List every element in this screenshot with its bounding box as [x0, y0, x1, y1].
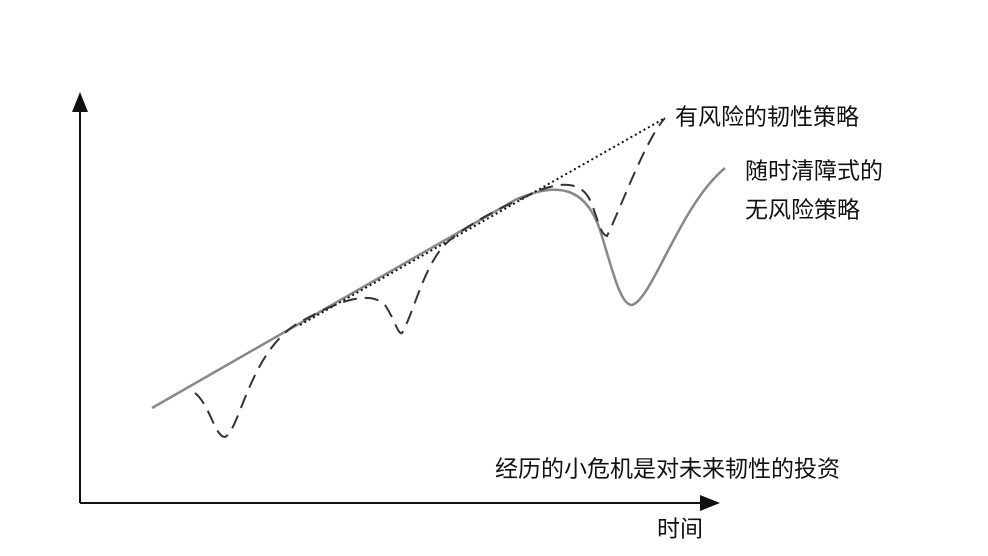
trend-line	[299, 117, 666, 326]
caption: 经历的小危机是对未来韧性的投资	[495, 457, 840, 483]
x-axis-label: 时间	[657, 517, 703, 543]
risky-curve	[194, 117, 666, 439]
riskless-label: 随时清障式的	[745, 159, 883, 185]
risky-label: 有风险的韧性策略	[675, 105, 859, 131]
riskless-label: 无风险策略	[745, 198, 860, 224]
riskless-curve	[151, 167, 726, 410]
